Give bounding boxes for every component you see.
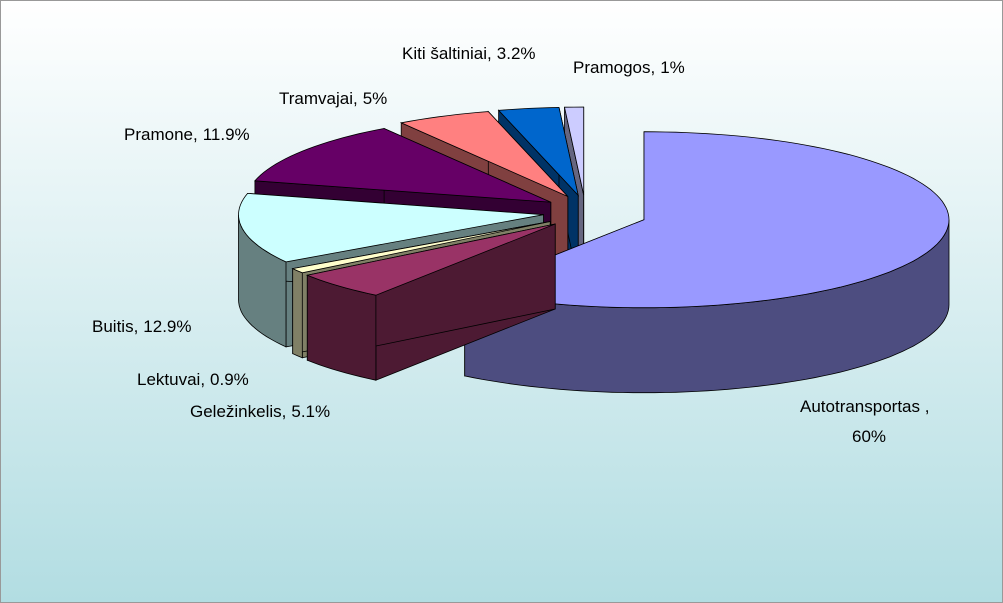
label-category: Autotransportas ,: [800, 397, 929, 416]
slice-top: [305, 223, 556, 296]
data-label: Pramone, 11.9%: [124, 125, 250, 144]
label-value: 12.9%: [143, 317, 191, 336]
data-label: Pramogos, 1%: [573, 58, 685, 77]
label-value: 1%: [660, 58, 685, 77]
slice-top: [399, 111, 569, 197]
label-category: Tramvajai,: [279, 89, 358, 108]
label-value: 11.9%: [203, 125, 250, 144]
label-value: 3.2%: [497, 44, 536, 63]
label-category: Pramogos,: [573, 58, 655, 77]
slice-top: [238, 192, 544, 263]
label-category: Lektuvai,: [137, 370, 205, 389]
label-category: Geležinkelis,: [190, 402, 286, 421]
data-label: Autotransportas , 60%: [800, 397, 929, 446]
slice: [305, 223, 556, 381]
label-category: Buitis,: [92, 317, 138, 336]
slice-top: [463, 131, 950, 309]
data-label: Lektuvai, 0.9%: [137, 370, 249, 389]
slice-top: [254, 128, 551, 203]
slice-top: [564, 106, 585, 196]
data-label: Kiti šaltiniai, 3.2%: [402, 44, 536, 63]
label-value: 60%: [852, 427, 886, 446]
label-value: 5%: [363, 89, 388, 108]
label-value: 0.9%: [210, 370, 249, 389]
data-label: Buitis, 12.9%: [92, 317, 192, 336]
slice-wall: [292, 267, 303, 359]
slice-top: [497, 106, 579, 197]
slice-top: [291, 221, 551, 274]
label-category: Kiti šaltiniai,: [402, 44, 492, 63]
data-label: Tramvajai, 5%: [279, 89, 387, 108]
label-category: Pramone,: [124, 125, 198, 144]
label-value: 5.1%: [291, 402, 330, 421]
data-label: Geležinkelis, 5.1%: [190, 402, 330, 421]
